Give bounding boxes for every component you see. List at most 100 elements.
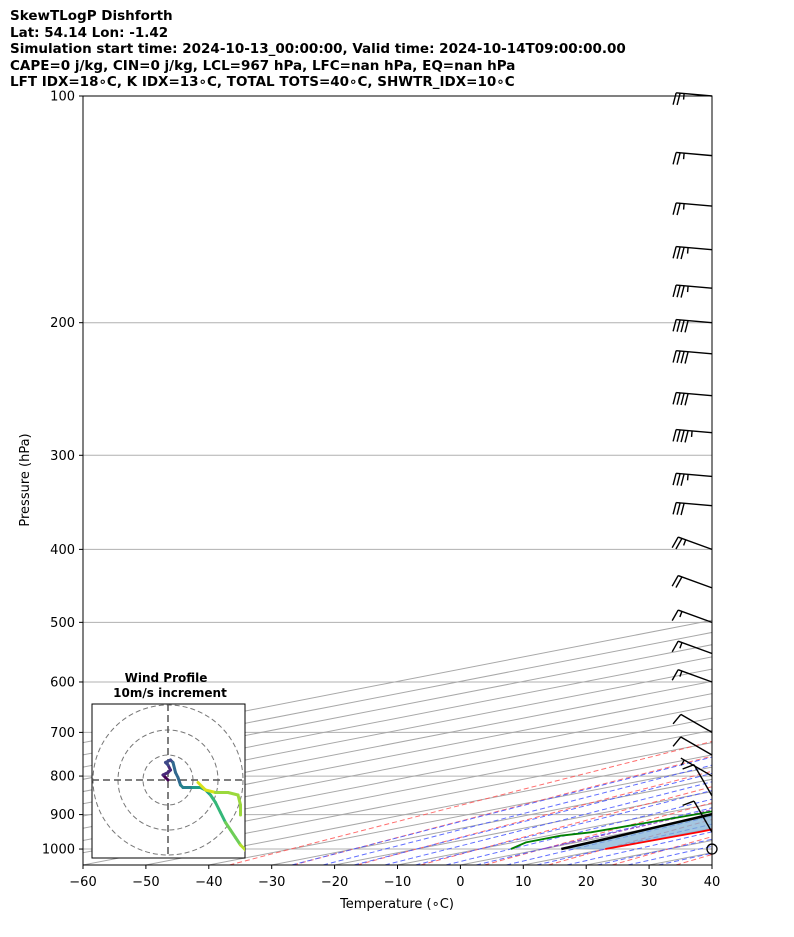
y-tick-label: 400 [50,543,75,558]
hodograph-subtitle: 10m/s increment [113,686,227,700]
x-tick-label: −30 [258,875,285,890]
y-tick-label: 500 [50,616,75,631]
barb-staff [677,669,713,683]
isotherm-line [649,852,712,865]
isotherm-line [83,668,712,793]
barb-staff [680,757,713,777]
barb-feather [676,285,681,298]
barb-staff [676,284,713,289]
barb-feather [672,392,677,405]
barb-half-feather [686,474,689,481]
moist-adiabat [384,781,712,865]
barb-feather [672,284,677,298]
y-tick-label: 1000 [42,843,75,858]
wind-barb [672,245,713,260]
barb-feather [676,429,681,442]
parcel-profile [561,812,712,851]
barb-feather [671,609,679,621]
x-tick-label: 0 [456,875,464,890]
barb-feather [680,285,685,298]
barb-half-feather [690,430,693,438]
hodograph-segment [209,793,217,804]
y-tick-label: 900 [50,808,75,823]
wind-barb [671,669,713,683]
wind-barb [671,574,713,589]
hodograph-segment [229,828,237,839]
isotherm-line [83,705,712,829]
isotherm-line [271,778,712,865]
barb-feather [684,393,689,406]
barb-staff [680,736,713,756]
hodograph-segment [196,781,207,792]
x-tick-label: 10 [515,875,532,890]
dry-adiabat [675,854,712,865]
isotherm-line [83,656,712,780]
isotherm-line [83,729,712,854]
barb-feather [676,152,681,165]
isotherm-line [334,791,712,865]
barb-feather [672,92,677,105]
y-tick-label: 700 [50,726,75,741]
isotherm-line [397,803,712,865]
barb-feather [672,473,677,486]
x-axis: −60 −50 −40 −30 −20 −10 0 10 20 30 40 [69,865,720,890]
barb-half-feather [679,611,683,618]
dry-adiabat [548,818,712,865]
barb-feather [682,764,695,770]
isotherm-line [460,815,712,865]
barb-feather [684,430,689,443]
chart-header: SkewTLogP Dishforth Lat: 54.14 Lon: -1.4… [10,8,626,91]
wind-barb [672,736,713,756]
barb-staff [677,574,713,589]
barb-staff [676,318,713,324]
barb-feather [672,502,677,515]
y-axis-label: Pressure (hPa) [18,433,33,526]
wind-barb [672,202,713,216]
x-tick-label: −20 [321,875,348,890]
wind-barb [672,151,713,165]
barb-feather [676,246,681,259]
mixing-ratio-line [542,809,712,850]
barb-feather [680,473,685,486]
barb-staff [677,640,713,655]
stability-indices-1: CAPE=0 j/kg, CIN=0 j/kg, LCL=967 hPa, LF… [10,57,516,74]
barb-feather [672,246,677,259]
hodograph-segment [234,836,242,847]
barb-feather [671,575,679,587]
barb-half-feather [679,642,683,649]
dry-adiabat [293,755,712,865]
wind-barb [672,391,713,406]
barb-staff [680,713,713,734]
hodograph-title: Wind Profile [125,671,208,685]
barb-staff [676,245,713,251]
barb-feather [680,247,685,260]
isotherm-line [83,717,712,842]
wind-barb [672,350,713,364]
barb-feather [684,320,689,333]
barb-staff [676,391,713,397]
temperature-profile [605,828,712,850]
shaded-area [561,814,712,849]
moist-adiabat [627,845,712,865]
barb-feather [676,203,681,216]
hodograph-segment [214,801,222,814]
isotherm-line [775,96,794,865]
y-tick-label: 600 [50,675,75,690]
barb-half-feather [686,247,689,254]
x-tick-label: −40 [195,875,222,890]
x-tick-label: −50 [132,875,159,890]
wind-barb [672,428,713,443]
barb-feather [676,350,681,364]
barb-feather [676,319,681,332]
barb-feather [676,93,681,106]
barb-feather [680,430,685,443]
wind-barb [682,800,713,833]
wind-barb [672,318,713,333]
barb-half-feather [682,153,685,160]
barb-staff [676,202,713,207]
barb-half-feather [682,203,685,210]
x-axis-label: Temperature (∘C) [339,897,454,912]
y-tick-label: 300 [50,449,75,464]
barb-staff [693,764,713,797]
moist-adiabat [475,807,712,865]
